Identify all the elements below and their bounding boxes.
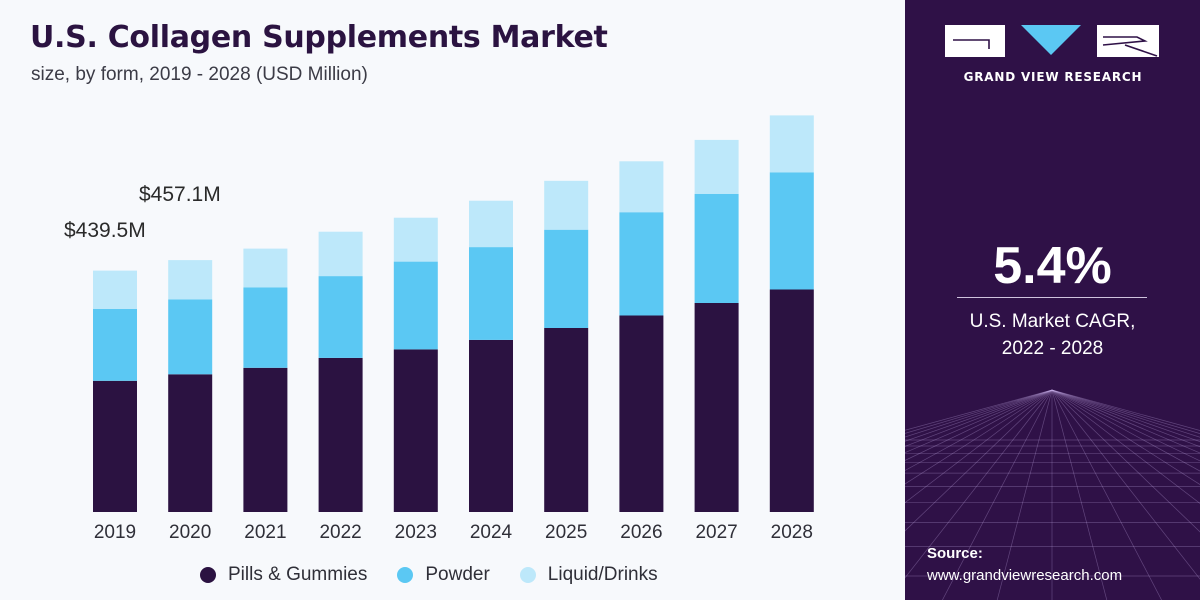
legend-item-pills-gummies: Pills & Gummies bbox=[200, 564, 367, 586]
bar-segment-powder-2023 bbox=[393, 261, 438, 350]
brand-name: GRAND VIEW RESEARCH bbox=[963, 70, 1143, 84]
bar-segment-powder-2020 bbox=[168, 299, 213, 375]
bar-segment-powder-2025 bbox=[544, 229, 589, 328]
x-tick-label-2019: 2019 bbox=[94, 522, 136, 543]
x-tick-label-2022: 2022 bbox=[319, 522, 361, 543]
bar-segment-pills-gummies-2027 bbox=[694, 303, 739, 512]
cagr-value: 5.4% bbox=[993, 237, 1112, 295]
bar-segment-pills-gummies-2028 bbox=[769, 289, 814, 512]
chart-legend: Pills & Gummies Powder Liquid/Drinks bbox=[200, 564, 688, 586]
bar-segment-pills-gummies-2021 bbox=[243, 367, 288, 512]
chart-area: 2019 2020 2021 2022 2023 2024 2025 2026 2027 2028 bbox=[93, 115, 814, 543]
x-tick-label-2028: 2028 bbox=[771, 522, 813, 543]
bar-segment-pills-gummies-2019 bbox=[93, 380, 137, 512]
bar-segment-powder-2022 bbox=[318, 276, 363, 358]
x-tick-label-2023: 2023 bbox=[395, 522, 437, 543]
source-url[interactable]: www.grandviewresearch.com bbox=[927, 567, 1123, 584]
sidebar-panel: GRAND VIEW RESEARCH 5.4% U.S. Market CAG… bbox=[905, 0, 1200, 600]
x-tick-label-2021: 2021 bbox=[244, 522, 286, 543]
bar-segment-liquid-drinks-2022 bbox=[318, 231, 363, 277]
bar-segment-powder-2026 bbox=[619, 212, 664, 316]
x-tick-label-2024: 2024 bbox=[470, 522, 513, 543]
bar-segment-liquid-drinks-2019 bbox=[93, 270, 137, 309]
bar-segment-pills-gummies-2022 bbox=[318, 357, 363, 512]
bar-segment-liquid-drinks-2028 bbox=[769, 115, 814, 173]
bar-segment-pills-gummies-2024 bbox=[469, 339, 513, 512]
chart-subtitle: size, by form, 2019 - 2028 (USD Million) bbox=[31, 64, 368, 85]
cagr-label-line2: 2022 - 2028 bbox=[1001, 338, 1104, 359]
wireframe-grid-decoration bbox=[905, 389, 1200, 600]
bar-segment-powder-2024 bbox=[469, 247, 513, 340]
legend-swatch-powder bbox=[397, 567, 414, 583]
cagr-label: U.S. Market CAGR, 2022 - 2028 bbox=[905, 308, 1200, 362]
legend-label-pills-gummies: Pills & Gummies bbox=[228, 564, 368, 585]
bar-segment-liquid-drinks-2023 bbox=[393, 217, 438, 262]
legend-item-liquid-drinks: Liquid/Drinks bbox=[519, 564, 658, 586]
cagr-divider bbox=[957, 297, 1147, 298]
bar-segment-liquid-drinks-2021 bbox=[243, 248, 288, 288]
chart-panel: 2019 2020 2021 2022 2023 2024 2025 2026 2027 2028… bbox=[30, 20, 814, 586]
bar-segment-powder-2028 bbox=[769, 172, 814, 290]
chart-title: U.S. Collagen Supplements Market bbox=[30, 20, 608, 55]
legend-swatch-liquid-drinks bbox=[519, 567, 536, 583]
bar-segment-liquid-drinks-2026 bbox=[619, 161, 664, 213]
legend-item-powder: Powder bbox=[397, 564, 490, 586]
bar-segment-liquid-drinks-2027 bbox=[694, 139, 739, 194]
bar-segment-liquid-drinks-2024 bbox=[469, 200, 513, 248]
value-callout-2019: $439.5M bbox=[64, 219, 146, 242]
bar-segment-pills-gummies-2020 bbox=[168, 374, 213, 512]
bar-segment-liquid-drinks-2025 bbox=[544, 180, 589, 230]
legend-label-liquid-drinks: Liquid/Drinks bbox=[547, 564, 658, 585]
x-tick-label-2026: 2026 bbox=[620, 522, 662, 543]
cagr-label-line1: U.S. Market CAGR, bbox=[969, 311, 1136, 332]
legend-swatch-pills-gummies bbox=[200, 567, 216, 583]
bar-segment-powder-2019 bbox=[93, 309, 137, 381]
x-tick-label-2020: 2020 bbox=[169, 522, 211, 543]
source-label: Source: bbox=[927, 545, 983, 562]
value-callout-2020: $457.1M bbox=[139, 183, 221, 206]
bar-segment-liquid-drinks-2020 bbox=[168, 260, 213, 300]
x-tick-label-2027: 2027 bbox=[695, 522, 737, 543]
legend-label-powder: Powder bbox=[425, 564, 490, 585]
grand-view-research-logo bbox=[945, 25, 1159, 57]
bar-segment-pills-gummies-2026 bbox=[619, 315, 664, 512]
bar-segment-powder-2027 bbox=[694, 193, 739, 303]
bar-segment-pills-gummies-2025 bbox=[544, 327, 589, 512]
x-tick-label-2025: 2025 bbox=[545, 522, 587, 543]
bar-segment-pills-gummies-2023 bbox=[393, 349, 438, 512]
bar-segment-powder-2021 bbox=[243, 287, 288, 368]
